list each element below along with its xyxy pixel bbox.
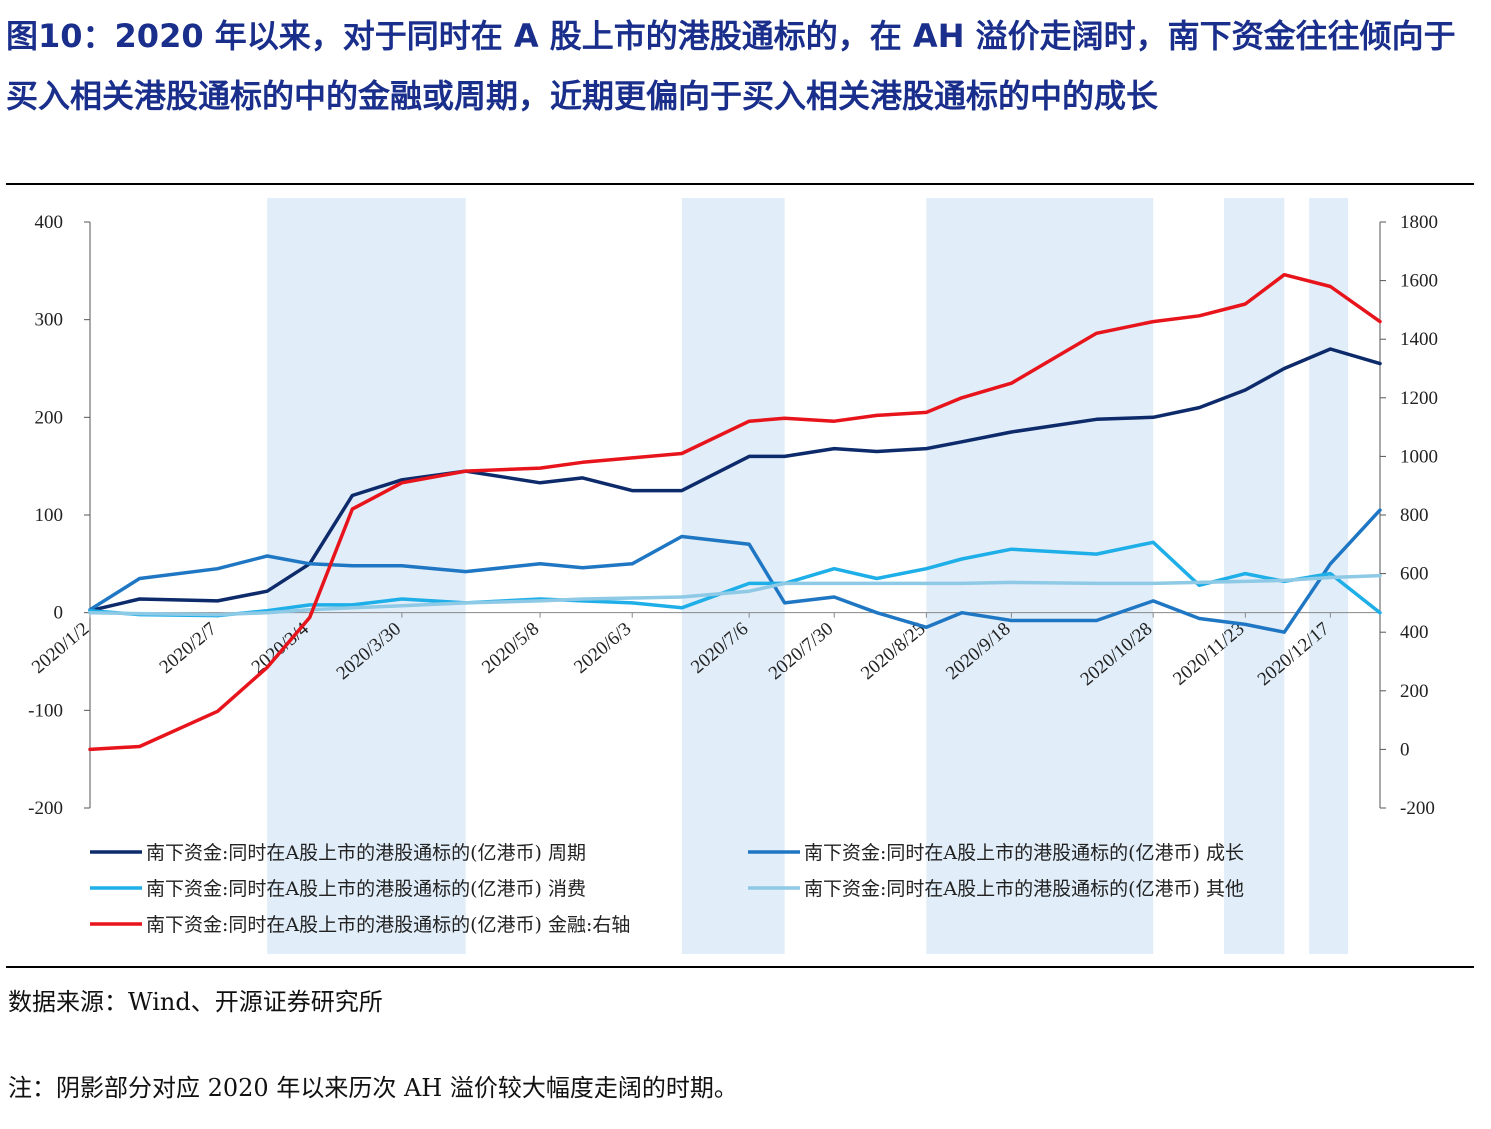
series-line-5 [88,272,1382,752]
left-tick-label: 200 [35,407,64,428]
right-tick-label: 1600 [1400,271,1438,292]
top-rule [6,183,1474,185]
right-tick-label: 0 [1400,739,1410,760]
left-tick-label: 300 [35,310,64,331]
x-tick-label: 2020/5/8 [478,618,543,678]
x-tick-label: 2020/2/7 [156,618,221,678]
right-tick-label: 1000 [1400,446,1438,467]
left-tick-label: -200 [28,798,63,819]
right-tick-label: 600 [1400,564,1429,585]
right-tick-label: 1800 [1400,212,1438,233]
left-tick-label: 100 [35,505,64,526]
left-tick-label: 0 [54,603,64,624]
legend-label-1: 南下资金:同时在A股上市的港股通标的(亿港币) 周期 [146,842,586,864]
x-tick-label: 2020/6/3 [570,618,635,678]
right-tick-label: 400 [1400,622,1429,643]
left-tick-label: -100 [28,700,63,721]
source-note: 数据来源：Wind、开源证券研究所 [8,988,383,1016]
right-tick-label: 200 [1400,681,1429,702]
legend-label-2: 南下资金:同时在A股上市的港股通标的(亿港币) 成长 [804,842,1244,864]
legend: 南下资金:同时在A股上市的港股通标的(亿港币) 周期 南下资金:同时在A股上市的港… [90,842,1244,936]
shaded-period-3 [926,198,1154,954]
x-tick-label: 2020/8/25 [857,618,930,684]
right-tick-label: 1400 [1400,329,1438,350]
right-tick-label: 800 [1400,505,1429,526]
chart: 4003002001000-100-2001800160014001200100… [28,198,1438,954]
figure-title: 图10：2020 年以来，对于同时在 A 股上市的港股通标的，在 AH 溢价走阔… [6,17,1456,115]
left-tick-label: 400 [35,212,64,233]
series-line-3 [88,540,1382,618]
right-tick-label: -200 [1400,798,1435,819]
series-line-2 [88,508,1382,634]
legend-label-5: 南下资金:同时在A股上市的港股通标的(亿港币) 金融:右轴 [146,914,630,936]
series-line-4 [88,573,1382,617]
legend-label-4: 南下资金:同时在A股上市的港股通标的(亿港币) 其他 [804,878,1244,900]
right-tick-label: 1200 [1400,388,1438,409]
legend-label-3: 南下资金:同时在A股上市的港股通标的(亿港币) 消费 [146,878,586,900]
bottom-rule [6,966,1474,968]
footnote: 注：阴影部分对应 2020 年以来历次 AH 溢价较大幅度走阔的时期。 [8,1074,738,1102]
shaded-period-1 [267,198,466,954]
series-line-1 [88,347,1382,613]
series-lines [88,272,1382,752]
x-tick-label: 2020/1/2 [28,618,93,678]
